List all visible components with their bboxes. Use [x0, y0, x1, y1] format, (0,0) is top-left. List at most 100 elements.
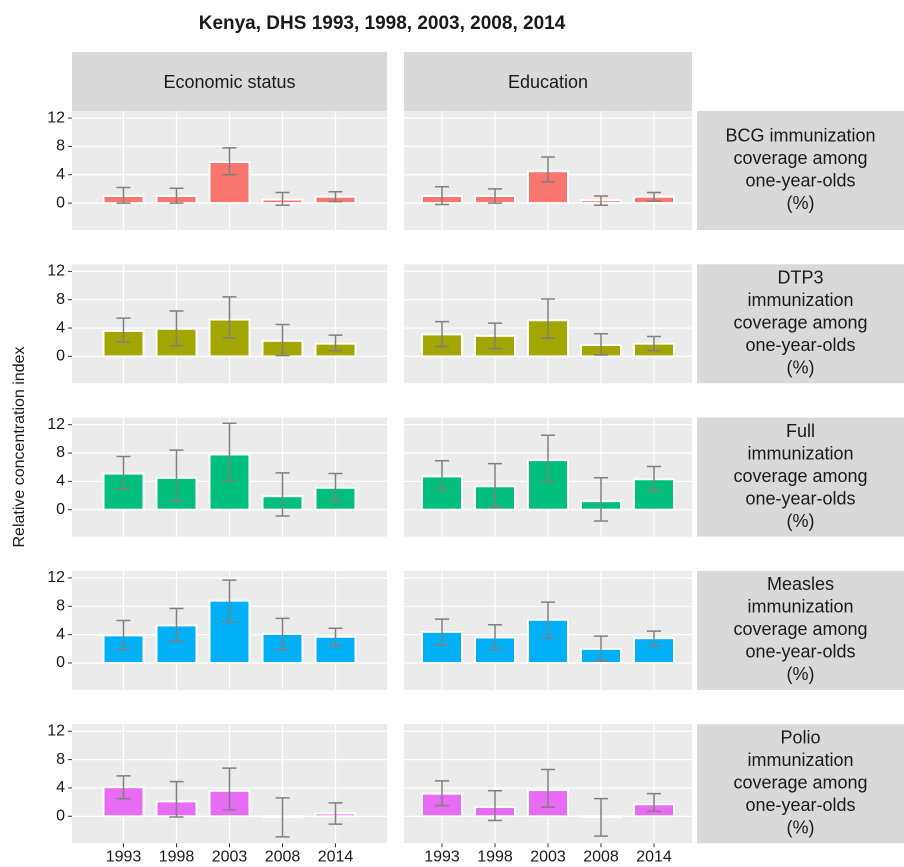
y-tick-label: 4	[56, 626, 65, 643]
row-strip-label: one-year-olds	[745, 795, 855, 815]
row-strip-label: coverage among	[733, 148, 867, 168]
error-bar	[275, 797, 290, 838]
error-bar	[541, 156, 555, 183]
error-bar	[116, 317, 131, 343]
error-bar	[169, 449, 184, 502]
y-tick-label: 8	[56, 598, 65, 615]
error-bar	[328, 802, 343, 825]
error-bar	[222, 579, 237, 623]
row-strip-label: coverage among	[733, 619, 867, 639]
error-bar	[222, 767, 237, 811]
error-bar	[222, 422, 237, 482]
row-strip	[697, 264, 904, 384]
error-bar	[541, 434, 555, 483]
y-tick-label: 8	[56, 138, 65, 155]
error-bar	[435, 460, 449, 491]
error-bar	[275, 191, 290, 206]
column-strip	[404, 52, 692, 111]
x-tick-label: 2003	[530, 848, 566, 865]
error-bar	[541, 298, 555, 339]
y-tick-label: 0	[56, 501, 65, 518]
row-strip	[697, 724, 904, 844]
x-tick-label: 2014	[636, 848, 672, 865]
error-bar	[647, 191, 661, 202]
error-bar	[594, 332, 608, 356]
error-bar	[647, 465, 661, 493]
row-strip-label: coverage among	[733, 313, 867, 333]
row-strip-label: coverage among	[733, 466, 867, 486]
error-bar	[116, 619, 131, 651]
error-bar	[328, 472, 343, 502]
row-strip-label: DTP3	[777, 268, 823, 288]
error-bar	[488, 790, 502, 822]
row-strip-label: (%)	[787, 664, 815, 684]
column-strip-label: Education	[508, 72, 588, 92]
x-tick-label: 1998	[159, 848, 195, 865]
y-tick-label: 0	[56, 808, 65, 825]
column-strip	[72, 52, 387, 111]
row-strip-label: one-year-olds	[745, 335, 855, 355]
y-tick-label: 12	[47, 263, 65, 280]
error-bar	[169, 310, 184, 347]
error-bar	[594, 635, 608, 662]
error-bar	[541, 601, 555, 639]
chart-title: Kenya, DHS 1993, 1998, 2003, 2008, 2014	[199, 13, 566, 34]
x-tick-label: 2003	[212, 848, 248, 865]
y-tick-label: 4	[56, 473, 65, 490]
row-strip-label: BCG immunization	[725, 126, 875, 146]
error-bar	[647, 630, 661, 647]
error-bar	[594, 195, 608, 206]
error-bar	[222, 147, 237, 176]
x-tick-label: 1993	[424, 848, 460, 865]
x-tick-label: 2014	[318, 848, 354, 865]
y-tick-label: 4	[56, 319, 65, 336]
row-strip-label: (%)	[787, 511, 815, 531]
row-strip-label: immunization	[747, 443, 853, 463]
row-strip-label: one-year-olds	[745, 642, 855, 662]
y-axis-label: Relative concentration index	[11, 346, 28, 547]
error-bar	[435, 320, 449, 348]
error-bar	[328, 627, 343, 647]
error-bar	[169, 607, 184, 642]
y-tick-label: 4	[56, 166, 65, 183]
x-tick-label: 2008	[583, 848, 619, 865]
row-strip-label: Measles	[767, 574, 834, 594]
y-tick-label: 8	[56, 751, 65, 768]
error-bar	[328, 191, 343, 203]
y-tick-label: 0	[56, 654, 65, 671]
error-bar	[222, 296, 237, 339]
error-bar	[116, 186, 131, 204]
y-tick-label: 0	[56, 194, 65, 211]
y-tick-label: 0	[56, 348, 65, 365]
bar	[633, 637, 675, 664]
error-bar	[488, 322, 502, 350]
row-strip-label: one-year-olds	[745, 488, 855, 508]
row-strip-label: (%)	[787, 817, 815, 837]
y-tick-label: 12	[47, 416, 65, 433]
error-bar	[594, 477, 608, 522]
column-strip-label: Economic status	[163, 72, 295, 92]
error-bar	[435, 618, 449, 647]
row-strip	[697, 111, 904, 230]
row-strip-label: immunization	[747, 597, 853, 617]
row-strip-label: Polio	[780, 727, 820, 747]
x-tick-label: 1998	[477, 848, 513, 865]
y-tick-label: 12	[47, 723, 65, 740]
error-bar	[488, 188, 502, 204]
y-tick-label: 8	[56, 444, 65, 461]
row-strip-label: (%)	[787, 193, 815, 213]
y-tick-label: 8	[56, 291, 65, 308]
bar	[527, 170, 569, 205]
error-bar	[275, 472, 290, 517]
row-strip	[697, 570, 904, 690]
x-tick-label: 1993	[106, 848, 142, 865]
error-bar	[488, 623, 502, 651]
row-strip-label: immunization	[747, 290, 853, 310]
error-bar	[488, 462, 502, 508]
error-bar	[435, 186, 449, 206]
error-bar	[647, 335, 661, 352]
row-strip-label: (%)	[787, 358, 815, 378]
error-bar	[435, 780, 449, 807]
row-strip-label: immunization	[747, 750, 853, 770]
